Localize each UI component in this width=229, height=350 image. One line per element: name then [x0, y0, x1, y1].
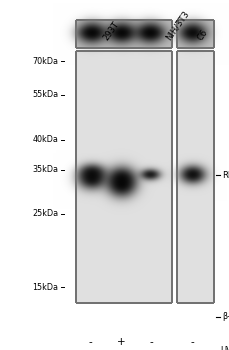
Text: RPA2: RPA2 — [222, 170, 229, 180]
Text: NIH/3T3: NIH/3T3 — [164, 9, 191, 42]
Text: 15kDa: 15kDa — [32, 282, 58, 292]
Text: -: - — [89, 337, 92, 347]
Text: 55kDa: 55kDa — [32, 90, 58, 99]
Text: 25kDa: 25kDa — [32, 209, 58, 218]
Text: UV: UV — [220, 346, 229, 350]
Text: 35kDa: 35kDa — [32, 165, 58, 174]
Text: -: - — [191, 337, 194, 347]
Text: β-actin: β-actin — [222, 312, 229, 321]
Text: +: + — [117, 337, 126, 347]
Text: 70kDa: 70kDa — [32, 57, 58, 66]
Text: 293T: 293T — [102, 20, 121, 42]
Text: -: - — [149, 337, 153, 347]
Text: C6: C6 — [196, 28, 210, 42]
Text: 40kDa: 40kDa — [33, 135, 58, 145]
